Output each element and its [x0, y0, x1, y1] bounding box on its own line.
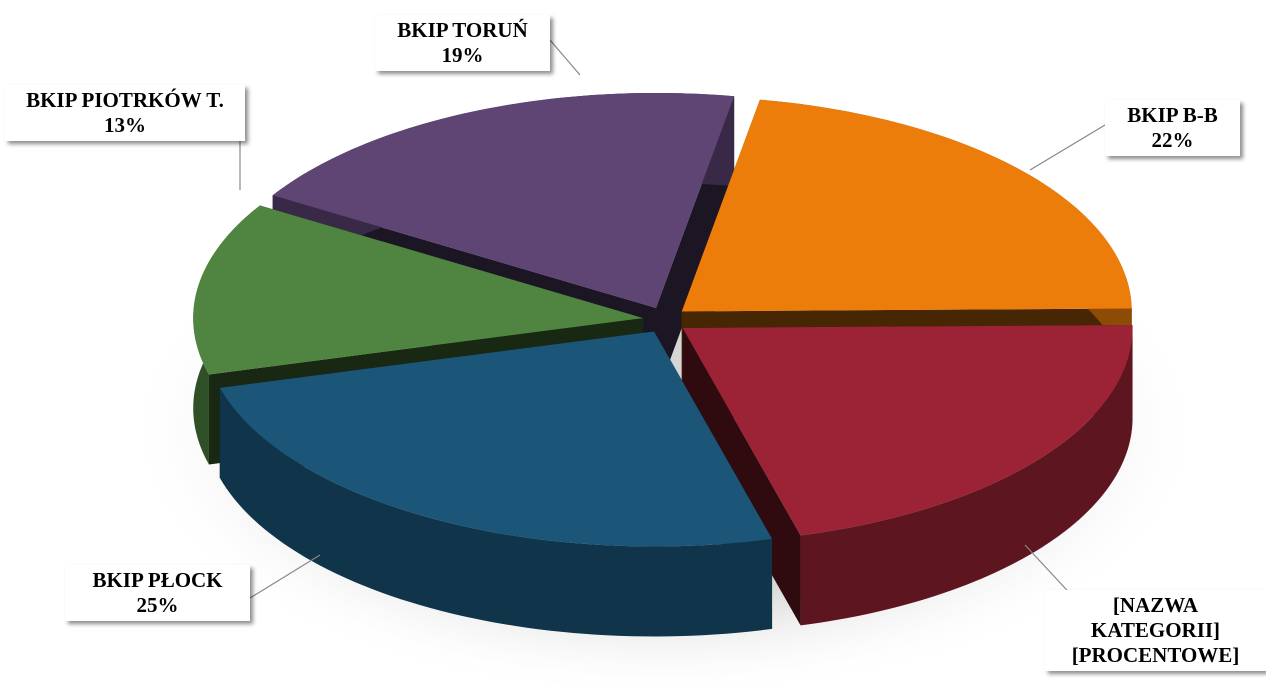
slice-top: [219, 331, 773, 547]
category-label: [NAZWA KATEGORII]: [1090, 593, 1221, 642]
value-label: [PROCENTOWE]: [1071, 643, 1240, 667]
data-label: [NAZWA KATEGORII] [PROCENTOWE]: [1045, 590, 1266, 671]
data-label: BKIP TORUŃ 19%: [375, 15, 550, 71]
pie-slice: [219, 331, 773, 637]
slice-top: [682, 324, 1133, 536]
slice-rim: [800, 324, 1133, 626]
value-label: 22%: [1151, 128, 1194, 152]
category-label: BKIP PŁOCK: [92, 568, 223, 592]
slice-top: [193, 205, 644, 375]
data-label: BKIP PIOTRKÓW T. 13%: [5, 85, 245, 141]
category-label: BKIP TORUŃ: [397, 18, 528, 42]
leader-line: [249, 554, 321, 599]
value-label: 25%: [136, 593, 179, 617]
data-label: BKIP PŁOCK 25%: [65, 565, 250, 621]
slice-top: [272, 92, 735, 308]
leader-line: [549, 39, 581, 76]
category-label: BKIP B-B: [1127, 103, 1218, 127]
category-label: BKIP PIOTRKÓW T.: [26, 88, 224, 112]
slice-rim: [219, 387, 773, 637]
data-label: BKIP B-B 22%: [1105, 100, 1240, 156]
value-label: 19%: [441, 43, 484, 67]
leader-line: [1029, 124, 1106, 171]
slice-top: [681, 99, 1132, 312]
value-label: 13%: [104, 113, 146, 137]
